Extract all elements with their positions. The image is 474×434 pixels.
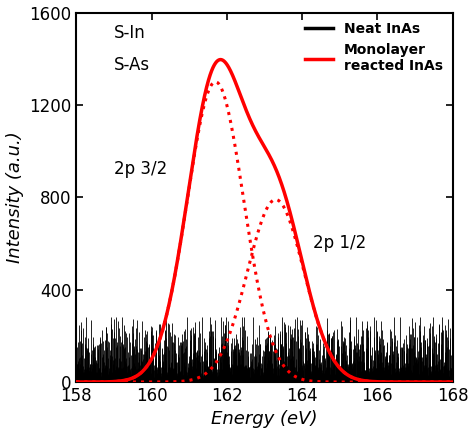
Text: 2p 1/2: 2p 1/2: [313, 234, 366, 252]
Legend: Neat InAs, Monolayer
reacted InAs: Neat InAs, Monolayer reacted InAs: [300, 17, 448, 79]
Y-axis label: Intensity (a.u.): Intensity (a.u.): [6, 132, 24, 263]
Text: 2p 3/2: 2p 3/2: [114, 160, 167, 178]
Text: S-In: S-In: [114, 24, 146, 42]
Text: S-As: S-As: [114, 56, 150, 74]
X-axis label: Energy (eV): Energy (eV): [211, 411, 318, 428]
